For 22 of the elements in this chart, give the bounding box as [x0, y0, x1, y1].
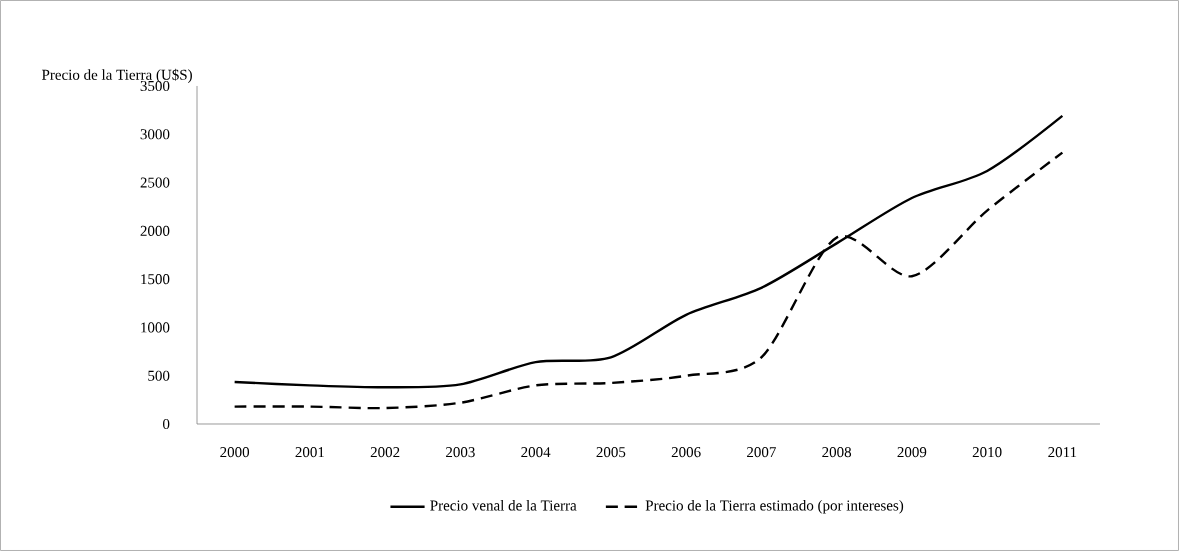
legend-label: Precio de la Tierra estimado (por intereses) [645, 499, 904, 514]
y-tick-label: 2000 [140, 225, 170, 236]
y-tick-label: 2500 [140, 177, 170, 188]
x-tick-label: 2001 [295, 447, 324, 458]
y-tick-label: 1000 [141, 322, 170, 333]
y-tick-label: 500 [148, 370, 170, 381]
y-tick-label: 0 [163, 418, 170, 430]
x-tick-label: 2004 [521, 447, 551, 458]
x-tick-label: 2008 [822, 447, 852, 458]
x-tick-label: 2002 [370, 447, 400, 458]
x-tick-label: 2000 [220, 447, 250, 458]
x-tick-label: 2005 [596, 447, 626, 458]
x-tick-label: 2009 [897, 447, 927, 458]
y-tick-label: 1500 [141, 274, 170, 285]
x-tick-label: 2003 [446, 447, 475, 458]
x-tick-label: 2010 [972, 447, 1002, 458]
x-tick-label: 2007 [747, 447, 776, 458]
x-tick-label: 2011 [1048, 447, 1077, 458]
x-tick-label: 2006 [671, 447, 701, 458]
y-tick-label: 3500 [140, 80, 170, 92]
legend-label: Precio venal de la Tierra [430, 499, 577, 511]
y-tick-label: 3000 [140, 129, 170, 140]
